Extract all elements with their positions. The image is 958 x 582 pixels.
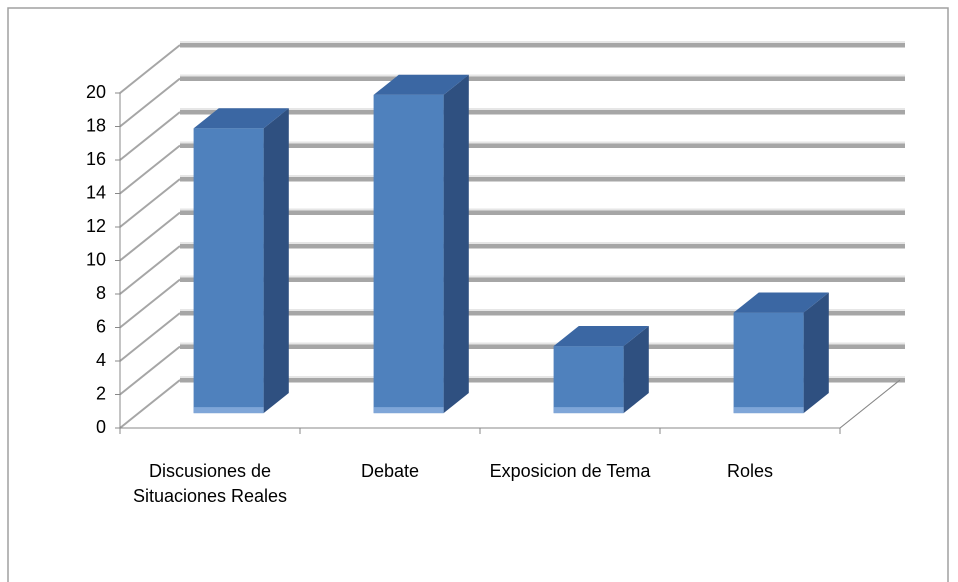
bar-side [263,108,289,414]
side-wall-line [119,345,181,396]
side-wall-line [119,211,181,262]
side-wall-line [119,245,181,295]
bar-top [373,74,469,95]
chart-border [7,7,949,582]
y-tick-label: 10 [86,249,106,269]
bar-side [623,325,649,414]
bar-top [193,108,289,129]
side-wall-line [119,178,181,228]
y-tick-label: 12 [86,216,106,236]
y-tick-label: 14 [86,182,106,202]
side-wall-line [119,77,181,128]
y-tick-label: 8 [96,283,106,303]
side-wall-line [119,312,181,362]
side-wall-line [119,111,181,161]
bar-base [733,407,804,414]
bar-side [443,74,469,414]
x-tick-label: Roles [726,461,774,481]
bar [373,94,444,414]
bar-side [803,292,829,414]
x-tick-label: Discusiones de Situaciones Reales [132,461,288,506]
y-tick-label: 6 [96,316,106,336]
bar-base [373,407,444,414]
side-wall-line [119,379,181,429]
y-tick-label: 20 [86,82,106,102]
side-wall-line [119,44,181,94]
floor-edge [839,379,901,429]
y-tick-label: 4 [96,350,106,370]
y-tick-label: 18 [86,115,106,135]
bar [733,312,804,414]
side-wall-line [119,278,181,329]
x-tick-label: Debate [360,461,420,481]
bar-base [553,407,624,414]
bar [193,128,264,414]
bar-base [193,407,264,414]
bar [553,346,624,414]
y-tick-label: 0 [96,417,106,437]
bar-top [733,292,829,313]
side-wall-line [119,144,181,195]
y-tick-label: 16 [86,149,106,169]
x-tick-label: Exposicion de Tema [489,461,651,481]
bar-top [553,325,649,347]
y-tick-label: 2 [96,383,106,403]
